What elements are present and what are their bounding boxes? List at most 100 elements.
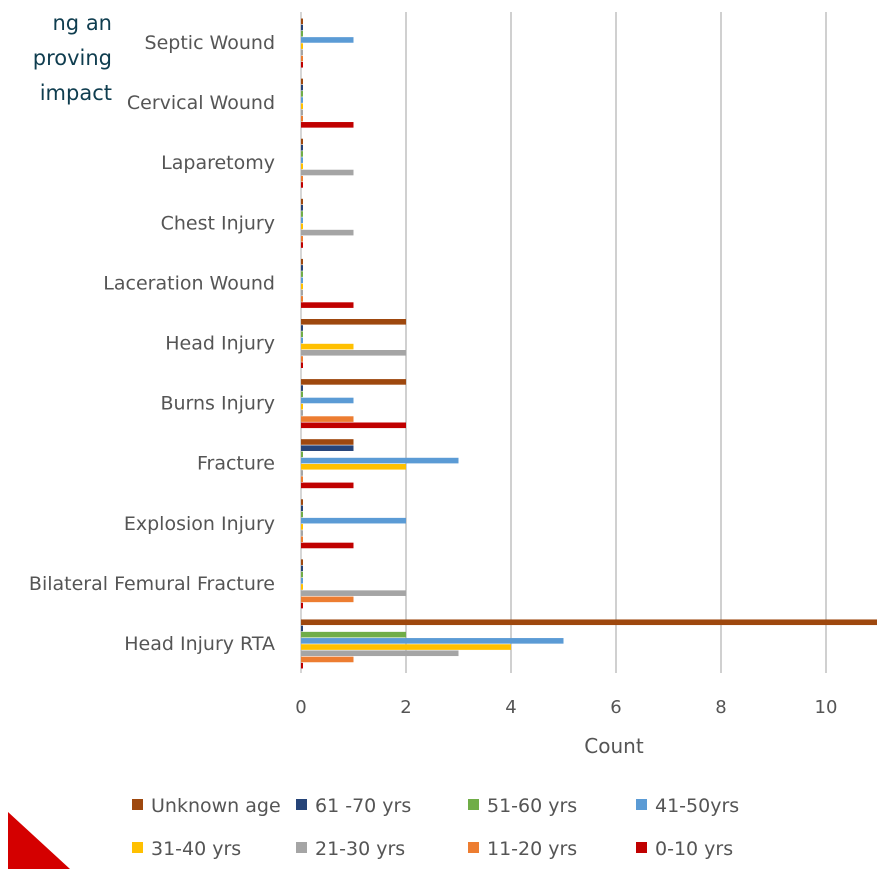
bar: [301, 163, 303, 170]
bar: [301, 602, 303, 609]
legend-label: 11-20 yrs: [487, 838, 577, 860]
bar: [301, 625, 303, 632]
legend-swatch: [296, 799, 307, 810]
bar: [301, 84, 303, 91]
bar: [301, 122, 354, 128]
bar: [301, 109, 303, 116]
bar: [301, 289, 303, 296]
bar: [301, 296, 303, 302]
x-tick-label: 4: [505, 697, 516, 718]
bar: [301, 397, 354, 404]
bar: [301, 356, 303, 362]
bar: [301, 343, 354, 350]
bar: [301, 662, 303, 669]
bar: [301, 410, 303, 416]
bar: [301, 403, 303, 410]
bar: [301, 511, 303, 518]
bar: [301, 638, 564, 644]
legend-label: 51-60 yrs: [487, 795, 577, 817]
bar: [301, 542, 354, 549]
bar: [301, 258, 303, 265]
legend-label: 0-10 yrs: [655, 838, 733, 860]
legend-label: Unknown age: [151, 795, 281, 817]
legend-swatch: [132, 799, 143, 810]
bar: [301, 242, 303, 248]
bar: [301, 656, 354, 663]
bar: [301, 530, 303, 536]
bar: [301, 385, 303, 391]
bar: [301, 49, 303, 56]
category-label: Septic Wound: [145, 32, 275, 54]
bar: [301, 463, 406, 470]
bar: [301, 265, 303, 271]
bar: [301, 236, 303, 242]
x-axis-title: Count: [584, 734, 644, 758]
bar: [301, 223, 303, 230]
category-label: Bilateral Femural Fracture: [29, 573, 275, 595]
x-tick-label: 0: [295, 697, 306, 718]
background-text-line: ng an: [52, 11, 113, 35]
category-label: Fracture: [197, 453, 275, 475]
legend-label: 31-40 yrs: [151, 838, 241, 860]
bar: [301, 644, 511, 650]
bar: [301, 319, 406, 325]
category-label: Head Injury: [165, 333, 275, 355]
bar: [301, 103, 303, 110]
bar: [301, 331, 303, 337]
bar: [301, 325, 303, 331]
bar: [301, 302, 354, 308]
bar: [301, 565, 303, 572]
bar: [301, 362, 303, 368]
bar: [301, 182, 303, 188]
bar: [301, 43, 303, 49]
bar: [301, 584, 303, 590]
category-label: Chest Injury: [161, 212, 275, 234]
category-label: Explosion Injury: [124, 513, 275, 535]
bar: [301, 30, 303, 37]
bar: [301, 517, 406, 524]
bar: [301, 151, 303, 157]
bar: [301, 650, 459, 657]
bar: [301, 138, 303, 145]
bar: [301, 499, 303, 505]
legend-swatch: [132, 842, 143, 853]
x-tick-label: 2: [400, 697, 411, 718]
bar: [301, 115, 303, 122]
bar: [301, 61, 303, 68]
legend-label: 41-50yrs: [655, 795, 739, 817]
legend-label: 61 -70 yrs: [315, 795, 411, 817]
bar: [301, 37, 354, 43]
bar: [301, 559, 303, 565]
bar: [301, 577, 303, 584]
bar: [301, 198, 303, 205]
bar: [301, 277, 303, 284]
bar: [301, 217, 303, 224]
bar: [301, 596, 354, 603]
bar: [301, 337, 303, 344]
legend-swatch: [296, 842, 307, 853]
category-label: Head Injury RTA: [124, 633, 275, 655]
bar: [301, 379, 406, 385]
bar: [301, 524, 303, 530]
category-label: Cervical Wound: [127, 92, 275, 114]
category-label: Laparetomy: [161, 152, 275, 174]
bar: [301, 470, 303, 476]
bar: [301, 157, 303, 163]
bar: [301, 536, 303, 543]
bar: [301, 439, 354, 445]
legend-label: 21-30 yrs: [315, 838, 405, 860]
bar: [301, 476, 303, 482]
bar: [301, 55, 303, 62]
bar: [301, 24, 303, 31]
bar: [301, 619, 877, 626]
bar: [301, 205, 303, 211]
bar: [301, 18, 303, 25]
category-label: Burns Injury: [160, 393, 275, 415]
bar: [301, 590, 406, 596]
bar: [301, 229, 354, 236]
bar: [301, 422, 406, 429]
legend-swatch: [636, 799, 647, 810]
bar: [301, 631, 406, 638]
x-tick-label: 8: [715, 697, 726, 718]
